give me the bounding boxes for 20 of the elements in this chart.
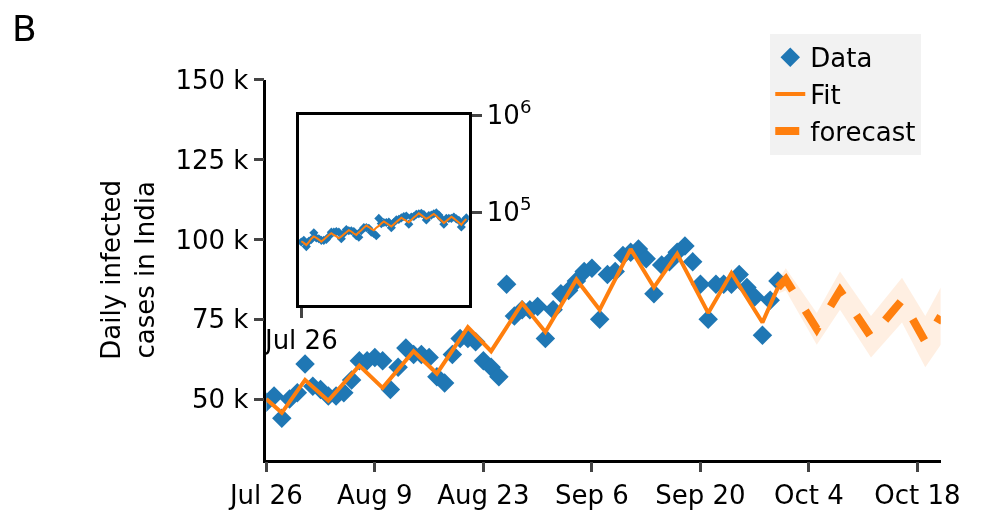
y-tick-label: 50 k xyxy=(191,384,249,415)
x-tick-label: Oct 4 xyxy=(774,479,844,510)
x-tick-label: Sep 20 xyxy=(655,479,746,510)
y-tick-label: 75 k xyxy=(191,304,249,335)
x-tick-label: Oct 18 xyxy=(874,479,961,510)
y-tick-label: 100 k xyxy=(175,224,249,255)
y-tick-label: 10$^{6}$ xyxy=(486,96,532,131)
y-tick-label: 10$^{5}$ xyxy=(486,193,532,228)
y-axis-title: Daily infected cases in India xyxy=(96,179,160,360)
legend-label: forecast xyxy=(810,117,916,148)
y-tick-label: 125 k xyxy=(175,144,249,175)
chart-title: B xyxy=(12,8,37,50)
y-tick-label: 150 k xyxy=(175,65,249,96)
x-tick-label: Aug 23 xyxy=(437,479,530,510)
x-tick-label: Jul 26 xyxy=(262,324,338,355)
legend-label: Data xyxy=(810,43,873,74)
x-tick-label: Aug 9 xyxy=(337,479,413,510)
x-tick-label: Jul 26 xyxy=(227,479,303,510)
legend-label: Fit xyxy=(810,80,841,111)
x-tick-label: Sep 6 xyxy=(555,479,629,510)
